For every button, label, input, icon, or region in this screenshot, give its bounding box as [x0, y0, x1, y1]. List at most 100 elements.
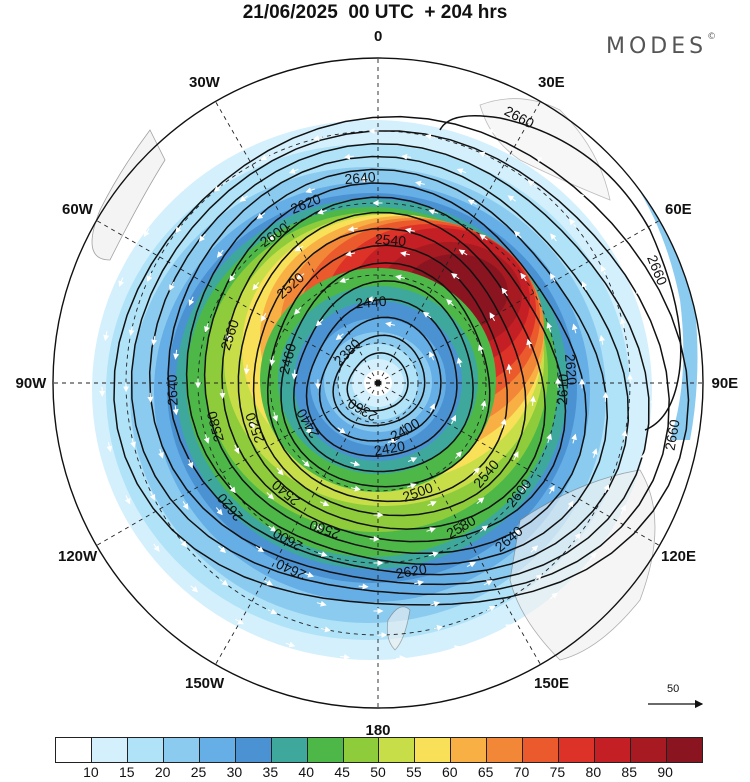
wind-vector	[458, 249, 468, 256]
wind-vector	[526, 338, 533, 349]
contour-label: 2620	[394, 560, 428, 581]
wind-vector	[118, 277, 125, 288]
wind-vector	[203, 434, 210, 444]
height-contour	[167, 155, 630, 576]
wind-vector	[359, 176, 370, 183]
wind-vector	[429, 403, 435, 413]
wind-vector	[400, 251, 410, 257]
height-contour	[252, 227, 527, 517]
contour-label: 2440	[355, 293, 388, 312]
wind-vector	[317, 551, 328, 557]
colorbar-swatch	[379, 738, 416, 762]
wind-vector	[450, 414, 456, 425]
wind-vector	[426, 527, 436, 533]
colorbar-tick-label: 75	[549, 764, 566, 780]
wind-vector	[574, 532, 581, 542]
height-contour	[266, 244, 508, 503]
height-contour	[185, 168, 609, 566]
wind-vector	[527, 180, 537, 187]
wind-vector	[479, 234, 488, 241]
wind-vector	[322, 108, 333, 115]
meridian-line	[215, 101, 379, 384]
wind-vector	[337, 427, 346, 434]
height-contour	[130, 130, 670, 595]
wind-vector	[549, 485, 555, 494]
meridian-line	[377, 382, 541, 665]
contour-label: 2420	[373, 438, 407, 459]
copyright-mark: ©	[707, 32, 717, 42]
wind-vector	[507, 195, 516, 202]
wind-vector	[172, 405, 179, 416]
longitude-label: 60W	[61, 201, 93, 218]
wind-vector	[406, 482, 417, 489]
colorbar-tick-label: 85	[621, 764, 638, 780]
contour-label: 2460	[276, 341, 300, 375]
meridian-line	[377, 101, 541, 384]
wind-vector	[305, 425, 312, 435]
colorbar-swatch	[666, 738, 702, 762]
wind-vector	[513, 230, 522, 238]
wind-vector	[599, 334, 605, 345]
height-contour	[346, 352, 409, 412]
wind-vector	[180, 539, 187, 548]
wind-vector	[520, 484, 527, 493]
wind-vector	[567, 500, 574, 510]
wind-vector	[429, 351, 435, 361]
wind-vector	[433, 625, 444, 631]
colorbar-ticks: 10 15 20 25 30 35 40 45 50 55 60 65 70 75 80 85 90	[55, 764, 701, 782]
wind-vector	[387, 438, 398, 445]
wind-vector	[483, 580, 493, 586]
height-contour	[203, 182, 588, 555]
wind-vector	[472, 467, 480, 476]
wind-vector	[456, 357, 463, 368]
wind-vector	[520, 272, 527, 282]
longitude-label: 180	[365, 721, 391, 739]
wind-vector	[502, 624, 512, 630]
meridian-line	[96, 382, 379, 546]
wind-vector	[344, 153, 354, 160]
contour-label: 2620	[562, 353, 580, 385]
wind-vector	[315, 319, 324, 327]
contour-label: 2640	[164, 374, 181, 406]
wind-vector	[476, 497, 485, 505]
wind-vector	[450, 645, 461, 651]
wind-vector	[428, 209, 439, 215]
wind-vector	[229, 273, 236, 282]
colorbar-tick-label: 40	[298, 764, 315, 780]
height-contour	[280, 262, 491, 488]
wind-vector	[500, 418, 507, 429]
wind-vector	[124, 495, 131, 505]
meridian-line	[215, 382, 379, 665]
wind-vector	[158, 449, 164, 459]
wind-vector	[295, 273, 305, 280]
height-contour	[113, 115, 690, 606]
colorbar-swatch	[631, 738, 667, 762]
colorbar-swatch	[235, 738, 272, 762]
colorbar-swatch	[595, 738, 631, 762]
wind-vector	[285, 641, 296, 648]
colorbar-tick-label: 70	[513, 764, 530, 780]
wind-vector	[153, 543, 160, 552]
longitude-label: 120W	[57, 548, 98, 565]
map-boundary	[52, 57, 704, 709]
wind-vector	[219, 579, 229, 586]
colorbar-swatch	[91, 738, 128, 762]
wind-vector	[549, 273, 556, 282]
contour-2660	[439, 115, 682, 431]
wind-vector	[395, 274, 406, 281]
wind-vector	[427, 501, 437, 507]
contour-label: 2640	[344, 168, 377, 187]
wind-vector	[177, 185, 186, 193]
wind-vector	[620, 504, 626, 514]
colorbar-tick-label: 65	[477, 764, 494, 780]
wind-vector	[581, 280, 588, 291]
colorbar-swatch	[559, 738, 596, 762]
colorbar	[55, 737, 703, 763]
wind-vector	[512, 529, 521, 537]
wind-vector	[648, 341, 655, 352]
land-outlines	[91, 98, 656, 661]
colorbar-swatch	[199, 738, 236, 762]
wind-vector	[239, 195, 248, 202]
wind-vector	[415, 180, 425, 187]
